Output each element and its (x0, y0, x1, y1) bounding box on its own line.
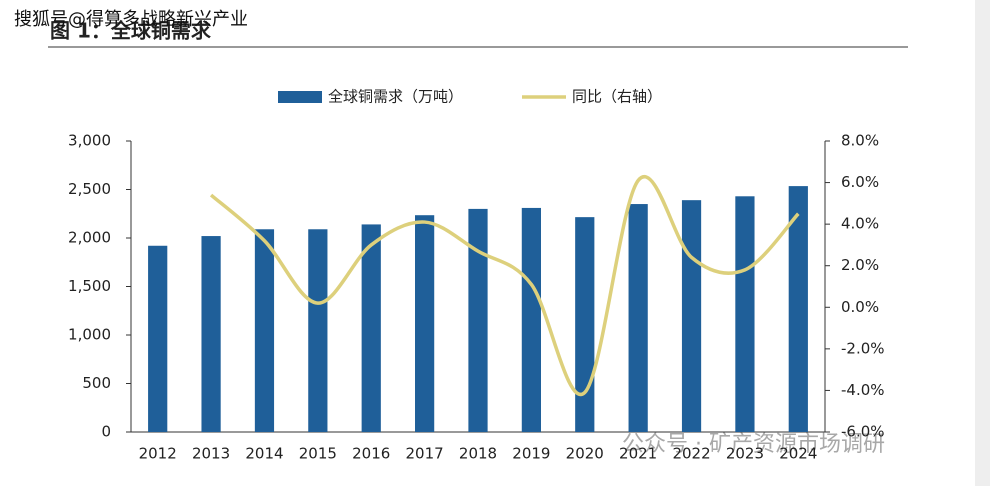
bar (308, 229, 328, 432)
x-tick-label: 2019 (512, 445, 550, 463)
x-tick-label: 2023 (726, 445, 764, 463)
x-tick-label: 2024 (779, 445, 817, 463)
y2-tick-label: 4.0% (841, 215, 879, 233)
x-tick-label: 2021 (619, 445, 657, 463)
bar (735, 196, 755, 432)
x-tick-label: 2012 (139, 445, 177, 463)
bar (254, 229, 275, 432)
bar (575, 217, 595, 432)
x-tick-label: 2017 (406, 445, 444, 463)
bar (415, 215, 435, 432)
bar (201, 236, 221, 432)
chart-title: 图 1：全球铜需求 (50, 19, 212, 43)
watermark: 公众号 · 矿产资源市场调研 (622, 432, 885, 457)
line (209, 175, 800, 397)
x-tick-label: 2022 (672, 445, 710, 463)
y-tick-label: 1,000 (68, 326, 111, 344)
sidebar (975, 0, 990, 486)
bar (361, 224, 381, 432)
x-tick-label: 2020 (566, 445, 604, 463)
x-tick-label: 2018 (459, 445, 497, 463)
y-tick-label: 0 (101, 423, 111, 441)
bar (788, 186, 808, 432)
y-tick-label: 3,000 (68, 132, 111, 150)
bar (628, 204, 648, 432)
watermark: 搜狐号@得算多战略新兴产业 (14, 9, 248, 30)
bar (468, 208, 488, 432)
y-tick-label: 1,500 (68, 277, 111, 295)
y2-tick-label: 2.0% (841, 256, 879, 274)
bar (681, 200, 702, 432)
y2-tick-label: -6.0% (841, 423, 885, 441)
x-tick-label: 2015 (299, 445, 337, 463)
y2-tick-label: 0.0% (841, 298, 879, 316)
x-tick-label: 2014 (245, 445, 283, 463)
x-tick-label: 2016 (352, 445, 390, 463)
y2-tick-label: 6.0% (841, 173, 879, 191)
y-tick-label: 2,500 (68, 180, 111, 198)
bar (148, 245, 168, 432)
legend-label: 全球铜需求（万吨） (328, 88, 463, 106)
y2-tick-label: -2.0% (841, 339, 885, 357)
y-tick-label: 2,000 (68, 229, 111, 247)
y2-tick-label: 8.0% (841, 132, 879, 150)
legend-swatch (278, 91, 322, 103)
bar (521, 207, 541, 432)
legend-label: 同比（右轴） (572, 88, 662, 106)
y-tick-label: 500 (82, 374, 111, 392)
y2-tick-label: -4.0% (841, 381, 885, 399)
x-tick-label: 2013 (192, 445, 230, 463)
